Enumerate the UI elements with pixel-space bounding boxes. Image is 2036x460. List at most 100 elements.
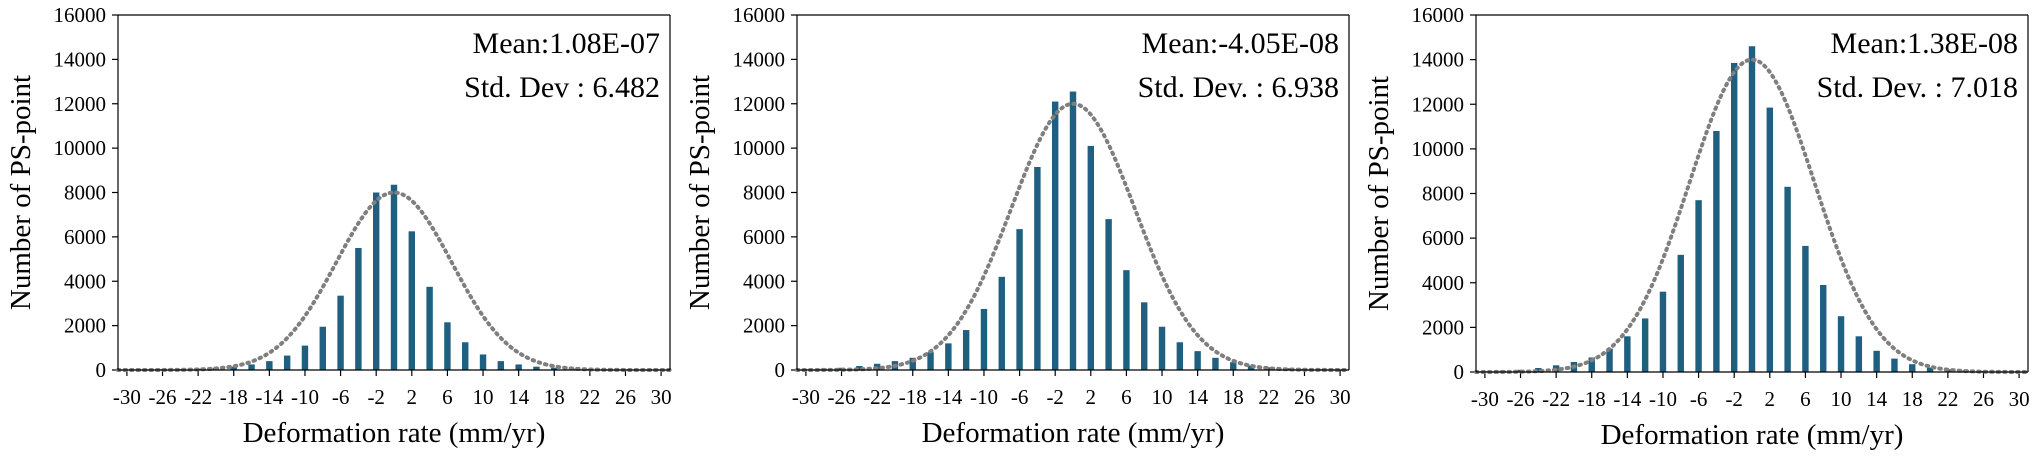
x-tick-label: 30 [2009, 387, 2030, 411]
histogram-bar [1855, 336, 1863, 372]
x-tick-label: -14 [1613, 387, 1641, 411]
histogram-bar [479, 354, 487, 370]
histogram-bar [533, 366, 540, 370]
y-tick-label: 0 [1454, 360, 1465, 384]
histogram-bar [998, 276, 1005, 370]
y-tick-label: 6000 [1422, 226, 1464, 250]
histogram-chart-2: 0 2000 4000 6000 8000 10000 12000 14000 16000 -30… [684, 3, 1351, 449]
x-tick-label: -22 [863, 385, 891, 409]
y-tick-label: 2000 [64, 314, 106, 338]
y-tick-label: 14000 [54, 47, 107, 71]
x-tick-label: 10 [1152, 385, 1173, 409]
x-tick-label: -18 [899, 385, 927, 409]
histogram-bar [1659, 291, 1667, 372]
x-tick-label: 18 [1223, 385, 1244, 409]
histogram-bar [1034, 166, 1041, 370]
x-tick-label: -6 [1011, 385, 1029, 409]
x-tick-label: -10 [291, 385, 319, 409]
histogram-bar [1820, 284, 1827, 372]
x-tick-label: -14 [255, 385, 283, 409]
chart-panel-2: 0 2000 4000 6000 8000 10000 12000 14000 16000 -30… [679, 0, 1358, 460]
histogram-bar [462, 342, 469, 370]
y-tick-label: 16000 [1412, 3, 1465, 27]
histogram-bar [372, 192, 380, 370]
histogram-bar [551, 367, 558, 370]
x-tick-label: -2 [1725, 387, 1743, 411]
y-tick-label: 14000 [733, 47, 786, 71]
y-tick-label: 0 [775, 358, 786, 382]
x-tick-label: -30 [792, 385, 820, 409]
histogram-bar [1158, 326, 1166, 370]
histogram-bar [909, 357, 916, 370]
histogram-bar [337, 295, 344, 370]
histogram-bar [1713, 131, 1720, 372]
histogram-bar [1891, 358, 1898, 372]
histogram-bar [1837, 316, 1845, 372]
histogram-bar [1641, 318, 1649, 372]
y-tick-label: 8000 [743, 181, 785, 205]
histogram-bar [1069, 91, 1077, 370]
x-tick-label: -10 [1649, 387, 1677, 411]
x-tick-label: 6 [1121, 385, 1132, 409]
x-tick-label: 2 [1086, 385, 1097, 409]
histogram-bar [426, 286, 433, 370]
histogram-bar [1016, 229, 1023, 370]
y-tick-label: 6000 [64, 225, 106, 249]
histogram-chart-1: 0 2000 4000 6000 8000 10000 12000 14000 16000 -30… [5, 3, 672, 449]
histogram-bar [266, 361, 273, 370]
histogram-bar [248, 364, 255, 370]
histogram-bar [1087, 145, 1095, 370]
histogram-bar [1247, 365, 1255, 370]
histogram-bar [1784, 186, 1791, 372]
histogram-bar [1123, 270, 1130, 370]
mean-annotation: Mean:1.38E-08 [1831, 27, 2018, 60]
y-tick-label: 2000 [1422, 315, 1464, 339]
histogram-bar [856, 366, 863, 370]
y-axis-title: Number of PS-point [1363, 76, 1395, 311]
x-tick-label: 14 [1866, 387, 1888, 411]
x-tick-label: 26 [1294, 385, 1315, 409]
histogram-bar [1212, 357, 1219, 370]
x-tick-label: -2 [1046, 385, 1064, 409]
histogram-bar [408, 231, 416, 370]
y-tick-label: 10000 [733, 136, 786, 160]
x-tick-label: 18 [1902, 387, 1923, 411]
x-tick-label: 26 [1973, 387, 1994, 411]
x-tick-label: 30 [1330, 385, 1351, 409]
histogram-bar [1909, 364, 1916, 372]
histogram-bar [355, 247, 362, 370]
x-tick-label: 14 [1187, 385, 1209, 409]
histogram-bar [1926, 367, 1934, 372]
y-tick-label: 8000 [1422, 182, 1464, 206]
y-tick-label: 16000 [54, 3, 107, 27]
std-dev-annotation: Std. Dev. : 6.938 [1138, 71, 1339, 104]
histogram-bar [301, 345, 309, 370]
y-tick-label: 8000 [64, 181, 106, 205]
y-tick-label: 12000 [54, 92, 107, 116]
normal-fit-curve [795, 101, 1351, 372]
y-tick-label: 16000 [733, 3, 786, 27]
histogram-bar [1873, 350, 1880, 372]
mean-annotation: Mean:1.08E-07 [473, 27, 660, 60]
histogram-bar [1535, 367, 1542, 372]
x-tick-label: -30 [1471, 387, 1499, 411]
histogram-bar [1748, 46, 1756, 373]
x-tick-label: -6 [1690, 387, 1708, 411]
y-tick-label: 4000 [743, 269, 785, 293]
histogram-bar [1588, 357, 1595, 372]
x-tick-label: -22 [184, 385, 212, 409]
x-tick-label: -18 [1578, 387, 1606, 411]
x-tick-label: -6 [332, 385, 350, 409]
y-tick-label: 2000 [743, 314, 785, 338]
mean-annotation: Mean:-4.05E-08 [1142, 27, 1339, 60]
histogram-bar [1105, 219, 1112, 370]
histogram-bar [1802, 245, 1809, 372]
chart-panel-3: 0 2000 4000 6000 8000 10000 12000 14000 16000 -30… [1358, 0, 2036, 460]
x-tick-label: 30 [651, 385, 672, 409]
y-tick-label: 0 [96, 358, 107, 382]
x-tick-label: -26 [828, 385, 856, 409]
histogram-bar [283, 355, 291, 370]
x-axis-title: Deformation rate (mm/yr) [922, 417, 1225, 449]
x-tick-label: 6 [442, 385, 453, 409]
std-dev-annotation: Std. Dev. : 7.018 [1817, 71, 2018, 104]
